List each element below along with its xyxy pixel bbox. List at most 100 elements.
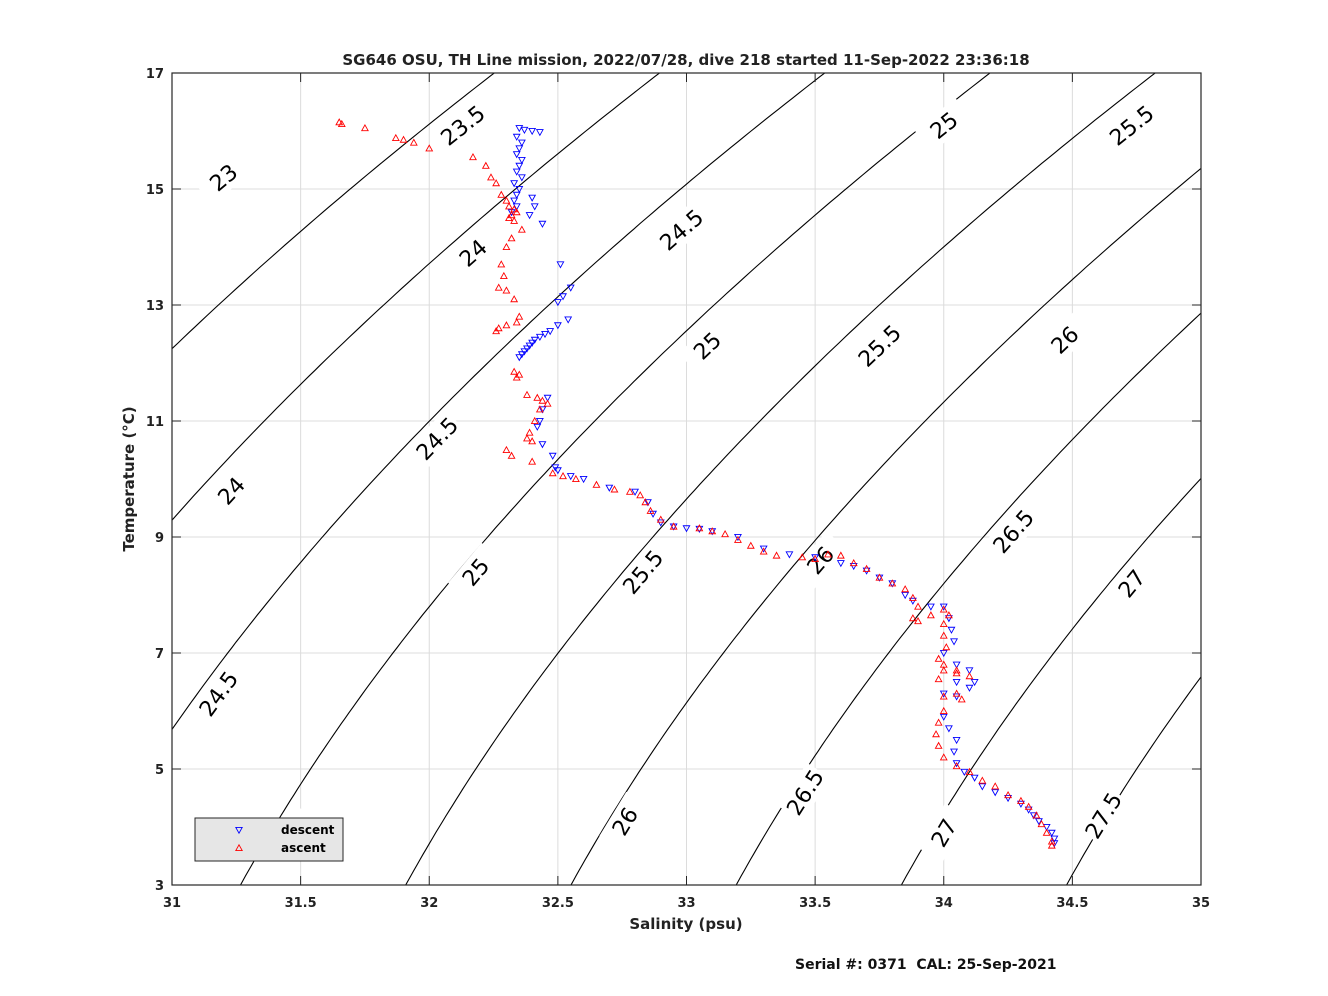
ascent-point [502, 242, 511, 251]
contour-label-bg [1036, 311, 1094, 368]
descent-point [901, 591, 910, 600]
descent-point [1050, 835, 1059, 843]
legend-marker-descent [235, 826, 243, 835]
descent-point [543, 394, 552, 402]
descent-point [564, 316, 573, 324]
x-tick-label: 33 [677, 896, 695, 911]
ascent-point [399, 135, 408, 143]
grid [172, 73, 1201, 885]
descent-point [548, 452, 557, 460]
contour-label-bg [1104, 554, 1159, 613]
ascent-point [497, 260, 506, 268]
ascent-point [952, 666, 961, 674]
descent-point [862, 567, 871, 575]
y-tick-label: 9 [155, 531, 164, 546]
ascent-point [548, 469, 557, 477]
ascent-point [502, 321, 511, 329]
descent-point [965, 684, 974, 692]
ascent-point [512, 373, 521, 381]
ascent-point [487, 173, 495, 181]
descent-point [512, 203, 521, 211]
descent-point [530, 203, 539, 211]
descent-point [952, 661, 961, 669]
descent-point [538, 406, 547, 414]
descent-point [759, 545, 768, 553]
ascent-point [641, 498, 650, 506]
ascent-point [811, 554, 820, 563]
contour-label-bg [599, 791, 651, 851]
legend: descent ascent [194, 817, 344, 862]
contour-label-bg [792, 531, 848, 590]
descent-point [1034, 818, 1043, 826]
contour-label-bg [191, 664, 245, 723]
legend-label-descent: descent [281, 823, 335, 837]
ascent-point [510, 216, 519, 224]
ascent-point [571, 474, 580, 483]
ascent-point [409, 138, 418, 146]
ascent-point [502, 196, 511, 204]
ascent-point [944, 611, 953, 619]
ascent-point [528, 437, 537, 445]
contour-label-bg [194, 150, 253, 205]
descent-point [631, 488, 640, 496]
ascent-point [559, 471, 567, 480]
chart-title: SG646 OSU, TH Line mission, 2022/07/28, … [342, 51, 1029, 69]
ascent-point [425, 144, 434, 152]
y-tick-label: 5 [155, 763, 164, 778]
legend-box [194, 817, 344, 862]
ascent-point [1042, 828, 1051, 836]
descent-point [1024, 806, 1033, 814]
ascent-point [510, 205, 519, 213]
ascent-point [1047, 837, 1056, 845]
contour-label-bg [444, 225, 502, 281]
ascent-point [1032, 811, 1041, 819]
descent-point [528, 194, 537, 202]
ascent-point [512, 208, 521, 216]
contour-label-bg [918, 803, 970, 863]
ascent-point [507, 451, 516, 459]
descent-point [1042, 823, 1051, 832]
ascent-point [515, 370, 524, 378]
ascent-point [523, 434, 531, 442]
ascent-point [939, 631, 948, 639]
ascent-point [535, 405, 544, 413]
ascent-point [914, 602, 922, 610]
contour-line [172, 73, 826, 731]
ascent-point [932, 730, 940, 738]
descent-point [512, 191, 521, 199]
descent-point [515, 145, 524, 153]
ascent-point [746, 541, 755, 549]
descent-point [682, 525, 691, 533]
descent-point [908, 597, 917, 605]
ascent-point [733, 535, 742, 543]
descent-point [515, 185, 524, 194]
x-tick-label: 31.5 [285, 896, 317, 911]
ascent-point [934, 718, 943, 726]
descent-point [525, 212, 534, 220]
ascent-point [515, 312, 524, 320]
ascent-point [497, 190, 506, 198]
descent-point [535, 129, 544, 137]
ascent-point [1037, 819, 1046, 828]
ascent-point [494, 283, 503, 291]
contour-line [1216, 44, 1328, 914]
ascent-point [849, 558, 858, 567]
legend-label-ascent: ascent [281, 841, 326, 855]
descent-point [553, 467, 562, 475]
contour-label-bg [850, 317, 908, 374]
descent-point [510, 197, 519, 205]
descent-point [947, 626, 956, 634]
descent-point [952, 693, 961, 701]
ascent-point [708, 527, 717, 535]
contour-label-bg [779, 762, 831, 822]
x-tick-label: 31 [163, 896, 181, 911]
contour-label-bg [652, 201, 711, 258]
ascent-point [1047, 841, 1056, 849]
ascent-point [391, 133, 400, 141]
descent-point [510, 180, 519, 188]
contour-label-bg [408, 409, 466, 467]
contour-label-bg [615, 542, 671, 601]
ascent-point [592, 480, 601, 488]
descent-point [939, 713, 948, 721]
